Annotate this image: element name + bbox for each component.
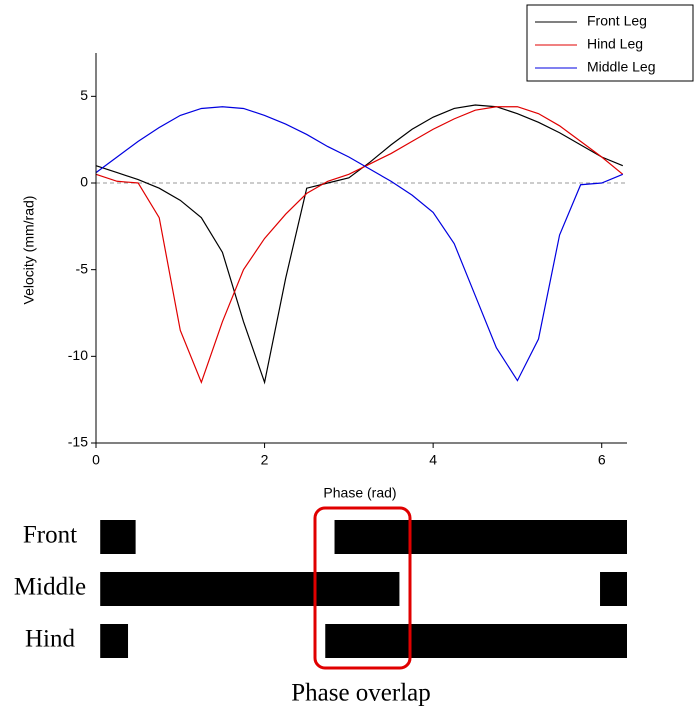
series-line [95,106,624,385]
phase-bar [100,624,129,658]
row-label: Hind [25,626,76,653]
row-label: Front [23,522,77,549]
x-tick-label: 2 [261,452,269,468]
series-line [95,104,624,385]
row-label: Middle [14,574,86,601]
y-tick-label: -15 [68,434,88,450]
phase-bar [600,572,627,606]
legend-label: Front Leg [587,13,647,29]
phase-bar [334,520,627,554]
annotation: Phase overlap [291,680,431,707]
phase-bar [100,520,136,554]
phase-bar [325,624,627,658]
y-axis-label: Velocity (mm/rad) [21,196,37,305]
legend-label: Middle Leg [587,59,656,75]
legend-label: Hind Leg [587,36,643,52]
y-tick-label: -10 [68,347,88,363]
series-line [95,106,624,382]
y-tick-label: 0 [80,174,88,190]
y-tick-label: 5 [80,87,88,103]
x-tick-label: 6 [598,452,606,468]
overlap-box [313,506,412,670]
y-tick-label: -5 [76,260,89,276]
x-tick-label: 4 [429,452,437,468]
phase-bar [100,572,400,606]
x-tick-label: 0 [92,452,100,468]
x-axis-label: Phase (rad) [323,485,396,501]
